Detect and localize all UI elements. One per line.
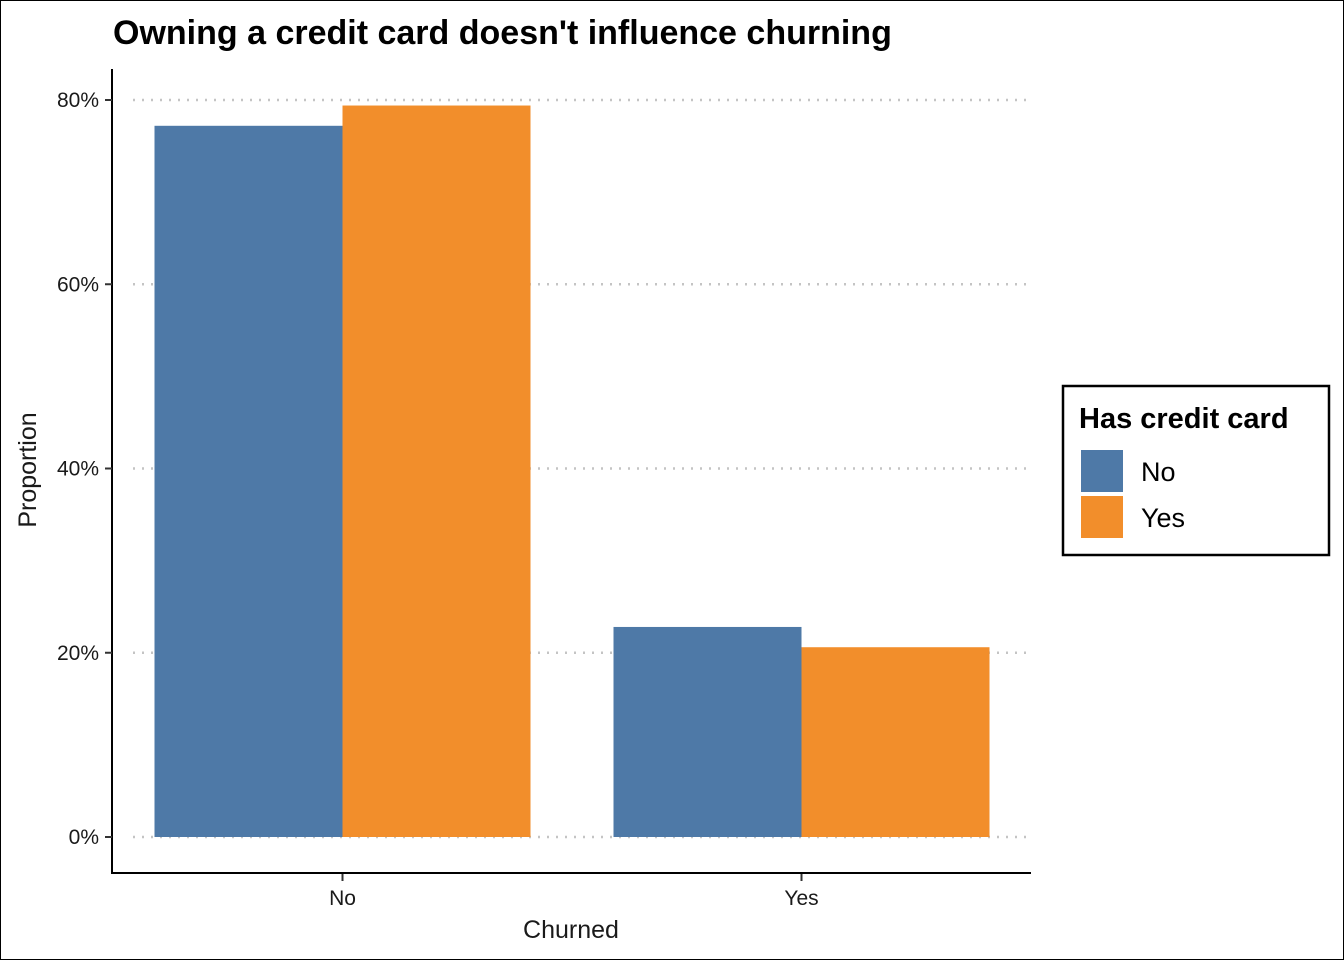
legend-title: Has credit card — [1079, 403, 1289, 435]
legend: Has credit card No Yes — [1061, 384, 1331, 557]
axes — [111, 69, 1031, 874]
x-tick-label: No — [329, 887, 356, 910]
chart-title: Owning a credit card doesn't influence c… — [113, 14, 892, 52]
bar — [154, 125, 343, 838]
y-tick-label: 80% — [57, 89, 99, 112]
x-axis-ticks: No Yes — [329, 874, 819, 910]
bar — [801, 647, 990, 837]
bar — [342, 105, 531, 838]
legend-label: Yes — [1141, 503, 1185, 533]
y-tick-label: 40% — [57, 458, 99, 481]
y-tick-label: 0% — [69, 826, 99, 849]
legend-swatch — [1081, 450, 1123, 492]
y-tick-label: 20% — [57, 642, 99, 665]
x-tick-label: Yes — [784, 887, 818, 910]
y-axis-ticks: 0% 20% 40% 60% 80% — [57, 89, 112, 849]
y-tick-label: 60% — [57, 273, 99, 296]
legend-items: No Yes — [1081, 450, 1185, 538]
legend-swatch — [1081, 496, 1123, 538]
y-axis-title: Proportion — [14, 412, 42, 527]
legend-label: No — [1141, 457, 1176, 487]
bars — [154, 105, 990, 838]
bar — [613, 626, 802, 837]
x-axis-title: Churned — [523, 916, 619, 944]
